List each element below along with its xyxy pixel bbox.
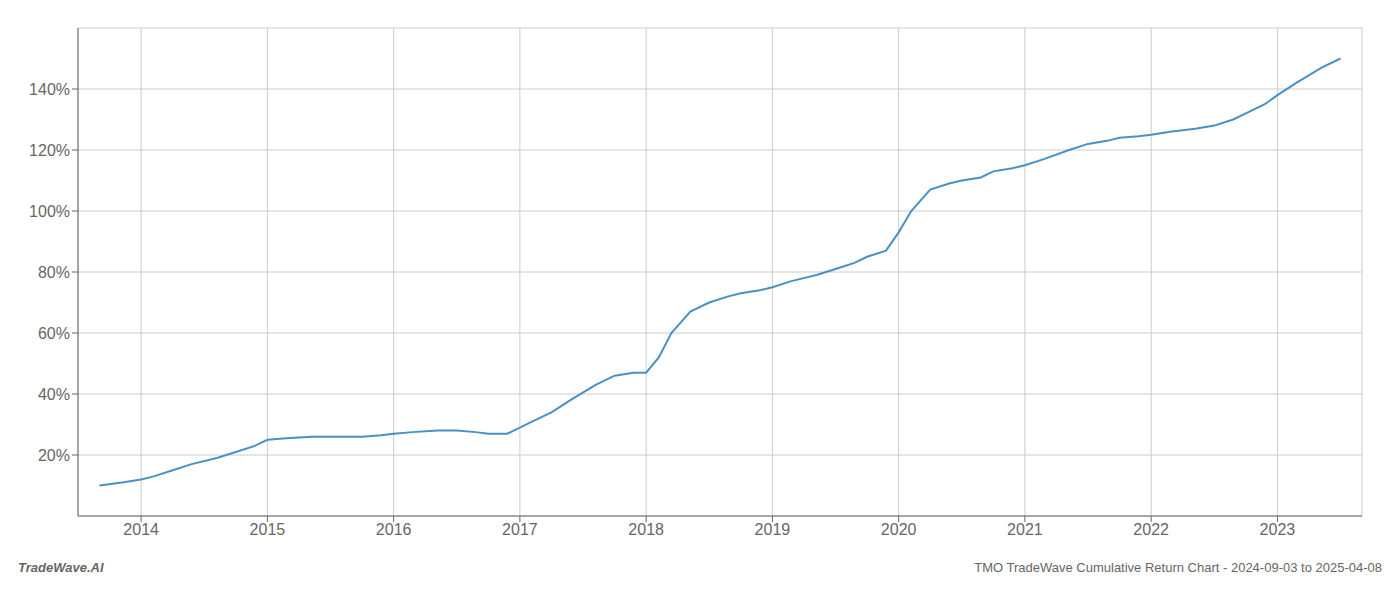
svg-text:2019: 2019 [755,521,791,538]
svg-text:100%: 100% [29,203,70,220]
svg-text:2017: 2017 [502,521,538,538]
svg-text:2015: 2015 [250,521,286,538]
svg-text:2023: 2023 [1260,521,1296,538]
svg-text:40%: 40% [38,386,70,403]
svg-text:2014: 2014 [123,521,159,538]
svg-text:140%: 140% [29,81,70,98]
svg-text:120%: 120% [29,142,70,159]
svg-text:2021: 2021 [1007,521,1043,538]
svg-text:2020: 2020 [881,521,917,538]
html-text:TMO TradeWave Cumulative Retur: TMO TradeWave Cumulative Return Chart - … [974,560,1382,575]
svg-text:2016: 2016 [376,521,412,538]
html-text:TradeWave.AI: TradeWave.AI [18,560,104,575]
svg-text:2022: 2022 [1133,521,1169,538]
svg-text:20%: 20% [38,447,70,464]
svg-text:2018: 2018 [628,521,664,538]
svg-text:60%: 60% [38,325,70,342]
svg-text:80%: 80% [38,264,70,281]
